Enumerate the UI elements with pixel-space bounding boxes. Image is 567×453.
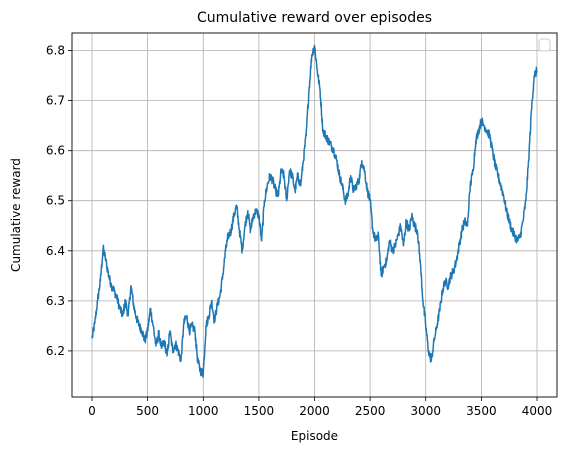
- series-layer: [91, 44, 538, 378]
- x-tick-label: 1500: [244, 404, 275, 418]
- x-tick-label: 500: [136, 404, 159, 418]
- y-tick-label: 6.5: [46, 194, 65, 208]
- x-tick-label: 1000: [188, 404, 219, 418]
- y-tick-label: 6.6: [46, 144, 65, 158]
- grid: [72, 33, 557, 397]
- y-tick-label: 6.2: [46, 344, 65, 358]
- series-line: [91, 44, 538, 378]
- x-tick-label: 0: [88, 404, 96, 418]
- y-tick-label: 6.4: [46, 244, 65, 258]
- x-tick-label: 3000: [410, 404, 441, 418]
- chart-title: Cumulative reward over episodes: [197, 10, 432, 26]
- x-tick-label: 2000: [299, 404, 330, 418]
- y-tick-label: 6.8: [46, 44, 65, 58]
- x-axis-label: Episode: [291, 429, 338, 443]
- y-axis-label: Cumulative reward: [9, 158, 23, 272]
- x-tick-label: 2500: [355, 404, 386, 418]
- y-tick-label: 6.3: [46, 294, 65, 308]
- y-tick-label: 6.7: [46, 94, 65, 108]
- x-tick-label: 4000: [522, 404, 553, 418]
- legend-box: [538, 38, 551, 52]
- x-tick-label: 3500: [466, 404, 497, 418]
- axis-ticks: 0 500 1000 1500 2000 2500 3000 3500 4000 6.2 6.3 6.…: [46, 44, 552, 419]
